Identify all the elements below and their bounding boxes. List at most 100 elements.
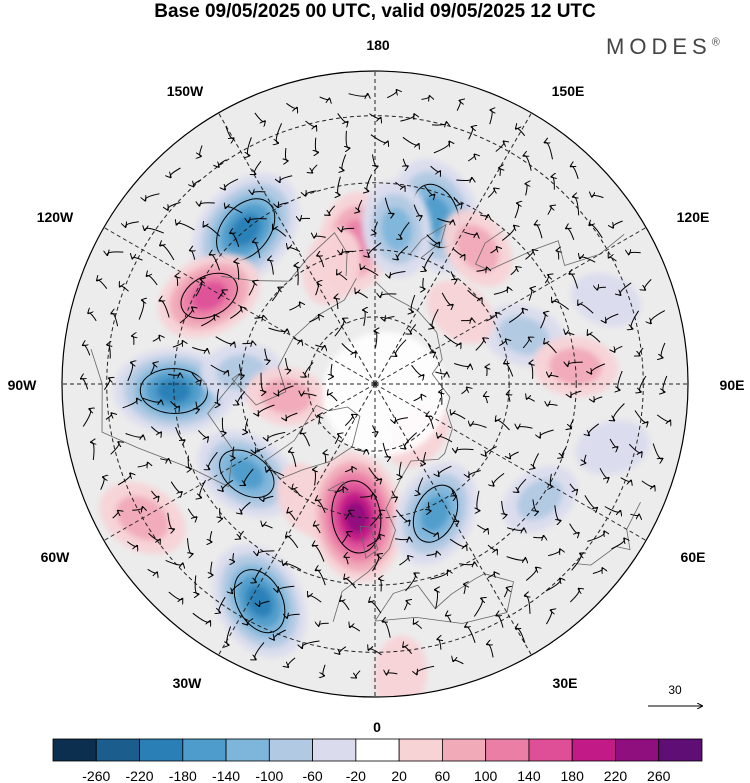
wind-vector bbox=[441, 292, 453, 305]
wind-vector bbox=[405, 573, 416, 592]
wind-vector bbox=[386, 673, 398, 674]
wind-vector bbox=[588, 423, 600, 435]
anomaly-band bbox=[345, 501, 368, 533]
wind-vector bbox=[160, 300, 170, 318]
coastline bbox=[332, 280, 453, 622]
wind-vector bbox=[286, 412, 298, 420]
wind-vector bbox=[145, 228, 164, 234]
wind-vector bbox=[242, 342, 252, 344]
wind-vector bbox=[402, 136, 419, 145]
colorbar-label: 60 bbox=[435, 768, 451, 783]
wind-vector bbox=[286, 102, 297, 108]
wind-vector bbox=[403, 647, 412, 655]
wind-vector bbox=[438, 437, 453, 443]
wind-vector bbox=[405, 432, 418, 449]
colorbar-label: 20 bbox=[391, 768, 407, 783]
anomaly-band bbox=[229, 458, 264, 490]
wind-vector bbox=[246, 418, 248, 433]
wind-vector bbox=[193, 179, 201, 186]
wind-vector bbox=[661, 342, 666, 358]
colorbar-label: -180 bbox=[169, 768, 197, 783]
wind-vector bbox=[341, 343, 356, 353]
wind-vector bbox=[467, 155, 475, 162]
wind-vector bbox=[426, 234, 439, 244]
wind-vector bbox=[301, 433, 311, 447]
colorbar-label: 180 bbox=[561, 768, 585, 783]
meridian-line bbox=[218, 383, 376, 656]
wind-vector bbox=[569, 274, 579, 289]
wind-vector bbox=[226, 207, 243, 214]
wind-vector bbox=[469, 470, 481, 478]
wind-vector bbox=[288, 657, 296, 667]
wind-vector bbox=[150, 363, 155, 375]
coastline bbox=[264, 404, 361, 480]
wind-vector bbox=[475, 338, 484, 351]
wind-vector bbox=[592, 195, 604, 199]
wind-vector bbox=[426, 552, 437, 556]
wind-vector bbox=[230, 307, 241, 319]
wind-vector bbox=[300, 218, 311, 220]
wind-vector bbox=[255, 449, 263, 453]
wind-vector bbox=[315, 282, 319, 296]
wind-vector bbox=[465, 627, 476, 643]
lon-label-0: 0 bbox=[373, 719, 381, 735]
colorbar-swatch bbox=[355, 738, 400, 762]
wind-vector bbox=[147, 568, 157, 573]
wind-vector bbox=[611, 539, 624, 550]
wind-vector bbox=[540, 313, 546, 329]
wind-vector bbox=[308, 596, 322, 603]
wind-vector bbox=[199, 203, 215, 206]
wind-vector bbox=[422, 527, 437, 534]
wind-vector bbox=[285, 148, 287, 161]
wind-vector bbox=[248, 219, 267, 223]
wind-vector bbox=[395, 538, 409, 540]
wind-vector bbox=[525, 596, 531, 614]
wind-vector bbox=[570, 419, 574, 429]
wind-vector bbox=[313, 545, 325, 562]
wind-vector bbox=[170, 167, 181, 177]
wind-vector bbox=[215, 336, 235, 344]
wind-vector bbox=[403, 601, 407, 611]
wind-vector bbox=[446, 615, 451, 623]
wind-vector bbox=[271, 288, 279, 302]
wind-vector bbox=[187, 508, 196, 518]
wind-vector bbox=[316, 500, 326, 513]
coastline bbox=[574, 502, 641, 566]
wind-vector bbox=[244, 468, 254, 485]
wind-vector bbox=[507, 394, 510, 402]
wind-vector bbox=[609, 438, 617, 447]
wind-vector bbox=[145, 193, 160, 201]
wind-vector bbox=[656, 414, 670, 422]
wind-vector bbox=[487, 644, 494, 658]
wind-vector bbox=[557, 251, 559, 260]
wind-vector bbox=[580, 257, 596, 263]
wind-vector bbox=[464, 231, 476, 235]
longitude-labels: 180 0 90W 90E 150W 120W 150E 120E 60W 30… bbox=[8, 37, 745, 735]
wind-vector bbox=[496, 615, 504, 628]
wind-vector bbox=[435, 590, 438, 609]
colorbar-swatch bbox=[95, 738, 140, 762]
wind-vector bbox=[337, 274, 348, 281]
wind-vector bbox=[506, 556, 526, 561]
wind-vector bbox=[204, 226, 221, 237]
wind-vector bbox=[485, 445, 497, 455]
wind-vector bbox=[385, 317, 395, 321]
wind-vector bbox=[452, 248, 465, 256]
wind-vector bbox=[132, 336, 134, 345]
anomaly-contour bbox=[219, 449, 275, 499]
wind-vector bbox=[147, 275, 158, 286]
wind-vector bbox=[382, 442, 390, 457]
wind-vector bbox=[613, 403, 625, 421]
wind-vector bbox=[192, 346, 207, 350]
wind-vector bbox=[663, 375, 668, 392]
wind-vector bbox=[150, 426, 161, 433]
anomaly-cell bbox=[373, 635, 428, 697]
wind-vector bbox=[490, 247, 497, 254]
wind-vector bbox=[309, 315, 319, 323]
wind-vector bbox=[91, 442, 94, 460]
wind-vectors bbox=[81, 90, 670, 678]
wind-vector bbox=[314, 236, 326, 237]
wind-vector bbox=[354, 449, 367, 451]
colorbar-label: -100 bbox=[255, 768, 283, 783]
wind-vector bbox=[493, 288, 508, 295]
